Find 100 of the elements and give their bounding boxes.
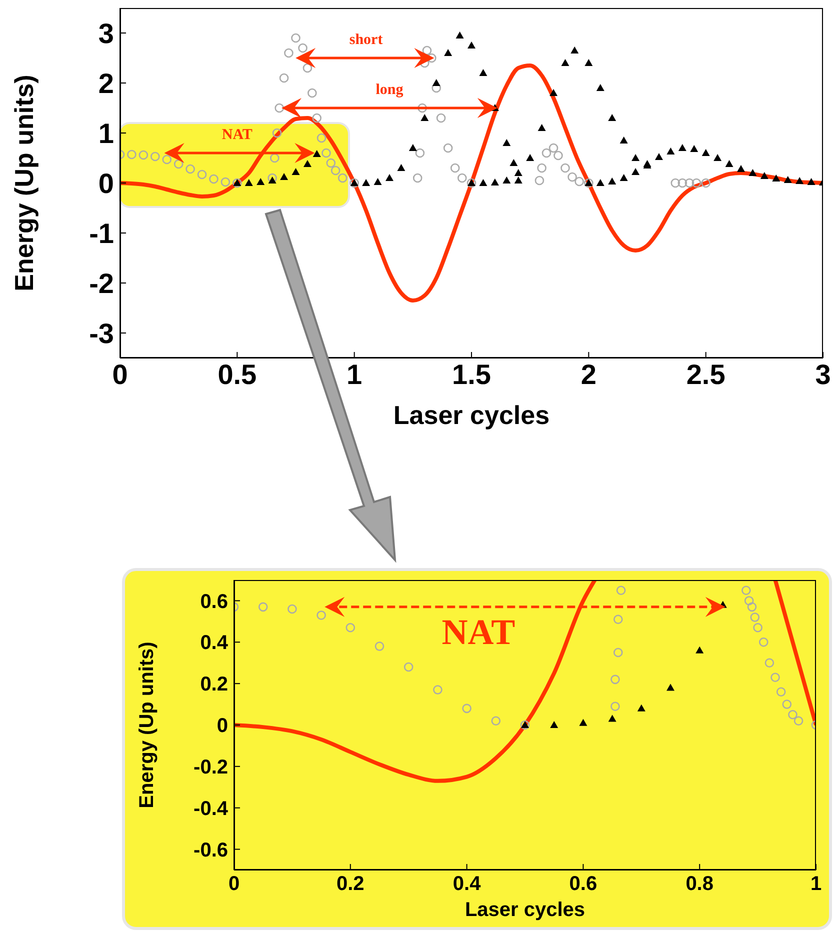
point (404, 662, 414, 672)
point (316, 610, 326, 620)
point (608, 714, 616, 722)
point (684, 178, 694, 188)
point (312, 113, 322, 123)
y-axis-title: Energy (Up units) (136, 642, 158, 808)
x-axis-title: Laser cycles (464, 899, 586, 921)
point (268, 173, 277, 183)
point (258, 602, 268, 612)
x-tick-label: 1 (810, 873, 822, 896)
annotation: NAT (442, 612, 516, 652)
y-tick-label: 3 (98, 18, 114, 49)
point (742, 586, 751, 596)
x-tick-label: 0.4 (452, 873, 482, 896)
point (270, 153, 280, 163)
point (574, 176, 584, 186)
y-tick-label: -3 (89, 318, 114, 349)
x-tick-label: 0.8 (686, 873, 714, 896)
point (338, 173, 348, 183)
point (422, 46, 432, 56)
point (550, 721, 558, 728)
point (127, 150, 136, 160)
point (316, 133, 326, 143)
point (534, 176, 544, 186)
point (747, 602, 757, 612)
annotation: NAT (222, 126, 252, 143)
y-tick-label: 0.4 (200, 632, 229, 654)
point (750, 612, 760, 622)
x-tick-label: 3 (815, 358, 831, 390)
point (462, 704, 472, 714)
point (554, 150, 563, 160)
y-tick-label: -1 (89, 218, 114, 249)
point (174, 159, 184, 169)
point (770, 672, 780, 682)
point (150, 152, 160, 162)
point (186, 164, 195, 174)
point (220, 177, 230, 187)
y-tick-label: 0 (216, 715, 228, 738)
x-tick-label: 0.5 (218, 358, 257, 390)
point (637, 704, 646, 712)
point (542, 148, 552, 158)
x-tick-label: 0.6 (569, 873, 598, 896)
x-tick-label: 0.2 (336, 873, 364, 896)
point (491, 716, 501, 726)
point (288, 604, 297, 614)
y-tick-label: 0 (98, 168, 114, 199)
point (415, 148, 425, 158)
point (758, 637, 768, 647)
point (302, 63, 312, 73)
point (610, 702, 620, 712)
point (696, 646, 704, 654)
point (209, 174, 218, 184)
point (568, 172, 577, 182)
point (764, 658, 774, 668)
y-tick-label: -0.4 (194, 798, 229, 820)
point (298, 43, 308, 53)
y-axis-title: Energy (Up units) (9, 74, 40, 292)
point (450, 163, 460, 173)
point (322, 148, 331, 158)
point (610, 674, 620, 684)
point (436, 113, 446, 123)
y-tick-label: 1 (98, 118, 114, 149)
y-tick-label: -0.6 (194, 839, 228, 862)
y-tick-label: 0.6 (200, 590, 228, 613)
point (291, 33, 300, 43)
point (330, 166, 340, 176)
annotation: long (376, 82, 404, 98)
point (794, 716, 804, 726)
point (788, 710, 798, 720)
annotation: short (349, 32, 383, 48)
point (537, 163, 546, 173)
x-tick-label: 2.5 (686, 358, 726, 390)
y-tick-label: 0.2 (200, 674, 228, 696)
point (579, 718, 588, 726)
point (274, 103, 284, 113)
x-tick-label: 2 (580, 358, 596, 390)
x-tick-label: 1 (346, 358, 362, 390)
point (678, 178, 688, 188)
point (782, 700, 792, 709)
point (432, 83, 441, 93)
point (284, 48, 294, 58)
y-tick-label: -0.2 (194, 756, 228, 779)
point (443, 143, 453, 153)
point (666, 684, 674, 691)
point (138, 150, 148, 160)
point (548, 143, 558, 153)
point (701, 178, 710, 188)
line-series (120, 64, 823, 302)
point (616, 586, 626, 596)
x-tick-label: 1.5 (452, 358, 491, 390)
point (374, 642, 384, 651)
y-tick-label: -2 (89, 268, 114, 299)
point (197, 170, 207, 180)
point (613, 614, 623, 624)
point (613, 648, 623, 658)
point (776, 687, 786, 697)
point (457, 173, 467, 183)
point (279, 73, 289, 83)
point (560, 163, 570, 173)
point (162, 154, 172, 164)
